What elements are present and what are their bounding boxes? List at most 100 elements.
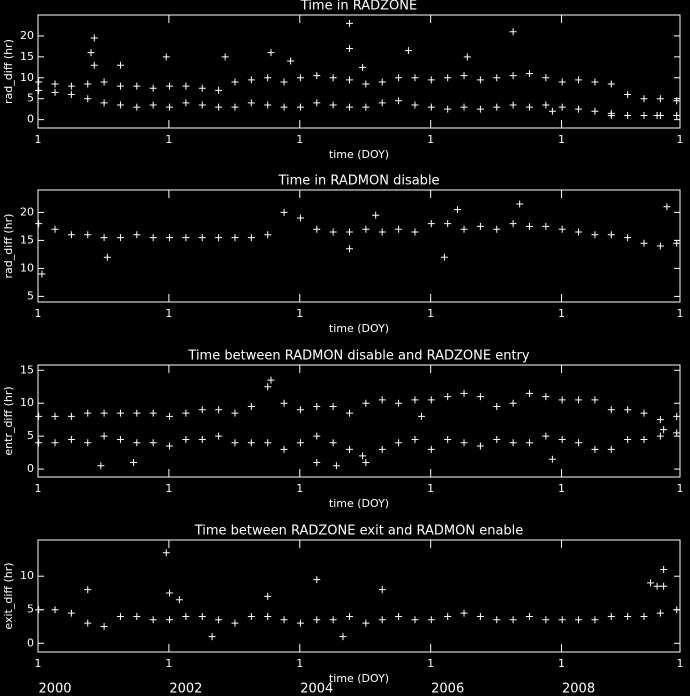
data-point — [247, 439, 255, 447]
data-point — [417, 412, 425, 420]
data-point — [591, 78, 599, 86]
data-point — [444, 220, 452, 228]
data-point — [100, 234, 108, 242]
data-point — [247, 76, 255, 84]
data-point — [329, 101, 337, 109]
data-point — [575, 76, 583, 84]
data-point — [198, 234, 206, 242]
data-point — [264, 612, 272, 620]
data-point — [660, 566, 668, 574]
panel-title: Time between RADZONE exit and RADMON ena… — [194, 524, 524, 539]
y-tick-label: 5 — [27, 92, 34, 105]
data-point — [493, 435, 501, 443]
data-point — [476, 76, 484, 84]
data-point — [624, 111, 632, 119]
x-axis-label: time (DOY) — [329, 322, 389, 335]
panel-title: Time in RADMON disable — [277, 174, 439, 189]
data-point — [656, 242, 664, 250]
data-point — [476, 105, 484, 113]
data-point — [607, 111, 615, 119]
x-tick-label: 1 — [296, 657, 303, 670]
data-point — [182, 99, 190, 107]
data-point — [267, 376, 275, 384]
data-point — [329, 74, 337, 82]
data-point — [656, 432, 664, 440]
y-tick-label: 10 — [20, 396, 34, 409]
data-point — [395, 97, 403, 105]
data-point — [558, 396, 566, 404]
x-tick-label: 1 — [427, 482, 434, 495]
data-point — [280, 78, 288, 86]
data-point — [444, 74, 452, 82]
data-point — [149, 84, 157, 92]
x-tick-label: 1 — [558, 133, 565, 146]
data-point — [378, 616, 386, 624]
data-point — [411, 616, 419, 624]
data-point — [359, 63, 367, 71]
data-point — [542, 432, 550, 440]
y-axis-label: exit_diff (hr) — [2, 562, 15, 629]
data-point — [103, 253, 111, 261]
data-point — [607, 80, 615, 88]
data-point — [346, 228, 354, 236]
data-point — [444, 435, 452, 443]
data-point — [116, 409, 124, 417]
data-point — [558, 78, 566, 86]
data-point — [287, 57, 295, 65]
data-point — [542, 393, 550, 401]
data-point — [166, 412, 174, 420]
x-tick-label: 1 — [35, 482, 42, 495]
data-point — [329, 439, 337, 447]
data-point — [264, 592, 272, 600]
data-point — [653, 111, 661, 119]
y-axis-label: rad_diff (hr) — [2, 214, 15, 279]
data-point — [346, 44, 354, 52]
data-point — [264, 383, 272, 391]
data-point — [575, 616, 583, 624]
data-point — [647, 579, 655, 587]
data-point — [100, 78, 108, 86]
data-point — [215, 86, 223, 94]
data-point — [640, 239, 648, 247]
data-point — [313, 616, 321, 624]
data-point — [548, 107, 556, 115]
x-tick-label: 1 — [165, 482, 172, 495]
data-point — [460, 225, 468, 233]
x-tick-label: 1 — [35, 133, 42, 146]
data-point — [166, 589, 174, 597]
data-point — [97, 462, 105, 470]
data-point — [100, 99, 108, 107]
data-point — [460, 609, 468, 617]
x-tick-label: 1 — [427, 133, 434, 146]
year-label: 2000 — [38, 682, 71, 696]
data-point — [133, 103, 141, 111]
x-tick-label: 1 — [558, 307, 565, 320]
data-point — [296, 74, 304, 82]
data-point — [175, 596, 183, 604]
data-point — [264, 439, 272, 447]
data-point — [133, 409, 141, 417]
data-point — [411, 435, 419, 443]
data-point — [509, 220, 517, 228]
data-point — [198, 612, 206, 620]
data-point — [607, 231, 615, 239]
data-point — [38, 270, 46, 278]
data-point — [493, 74, 501, 82]
data-point — [509, 439, 517, 447]
data-point — [427, 76, 435, 84]
data-point — [116, 101, 124, 109]
data-point — [378, 78, 386, 86]
data-point — [280, 208, 288, 216]
data-point — [346, 612, 354, 620]
data-point — [264, 231, 272, 239]
data-point — [509, 72, 517, 80]
data-point — [411, 396, 419, 404]
data-point — [624, 612, 632, 620]
data-point — [280, 616, 288, 624]
data-point — [395, 439, 403, 447]
data-point — [166, 616, 174, 624]
data-point — [67, 435, 75, 443]
data-point — [362, 103, 370, 111]
data-point — [525, 612, 533, 620]
data-point — [84, 619, 92, 627]
